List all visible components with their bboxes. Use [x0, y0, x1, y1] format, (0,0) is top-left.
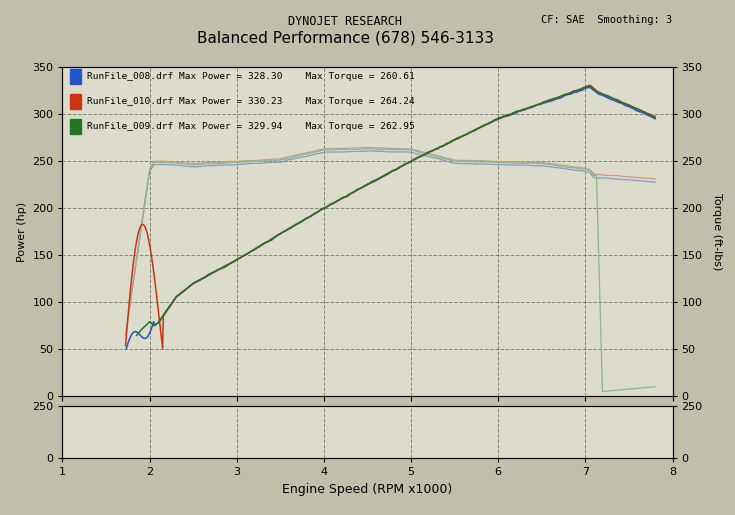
Y-axis label: Power (hp): Power (hp) — [17, 201, 26, 262]
Text: DYNOJET RESEARCH: DYNOJET RESEARCH — [288, 15, 403, 28]
Text: RunFile_009.drf Max Power = 329.94    Max Torque = 262.95: RunFile_009.drf Max Power = 329.94 Max T… — [87, 122, 415, 131]
X-axis label: Engine Speed (RPM x1000): Engine Speed (RPM x1000) — [282, 483, 453, 496]
Text: CF: SAE  Smoothing: 3: CF: SAE Smoothing: 3 — [541, 15, 673, 25]
Text: RunFile_010.drf Max Power = 330.23    Max Torque = 264.24: RunFile_010.drf Max Power = 330.23 Max T… — [87, 97, 415, 106]
Bar — [70, 119, 81, 133]
Text: Balanced Performance (678) 546-3133: Balanced Performance (678) 546-3133 — [197, 31, 494, 46]
Text: RunFile_008.drf Max Power = 328.30    Max Torque = 260.61: RunFile_008.drf Max Power = 328.30 Max T… — [87, 72, 415, 81]
Bar — [70, 70, 81, 84]
Y-axis label: Torque (ft-lbs): Torque (ft-lbs) — [712, 193, 722, 270]
Bar — [70, 94, 81, 109]
